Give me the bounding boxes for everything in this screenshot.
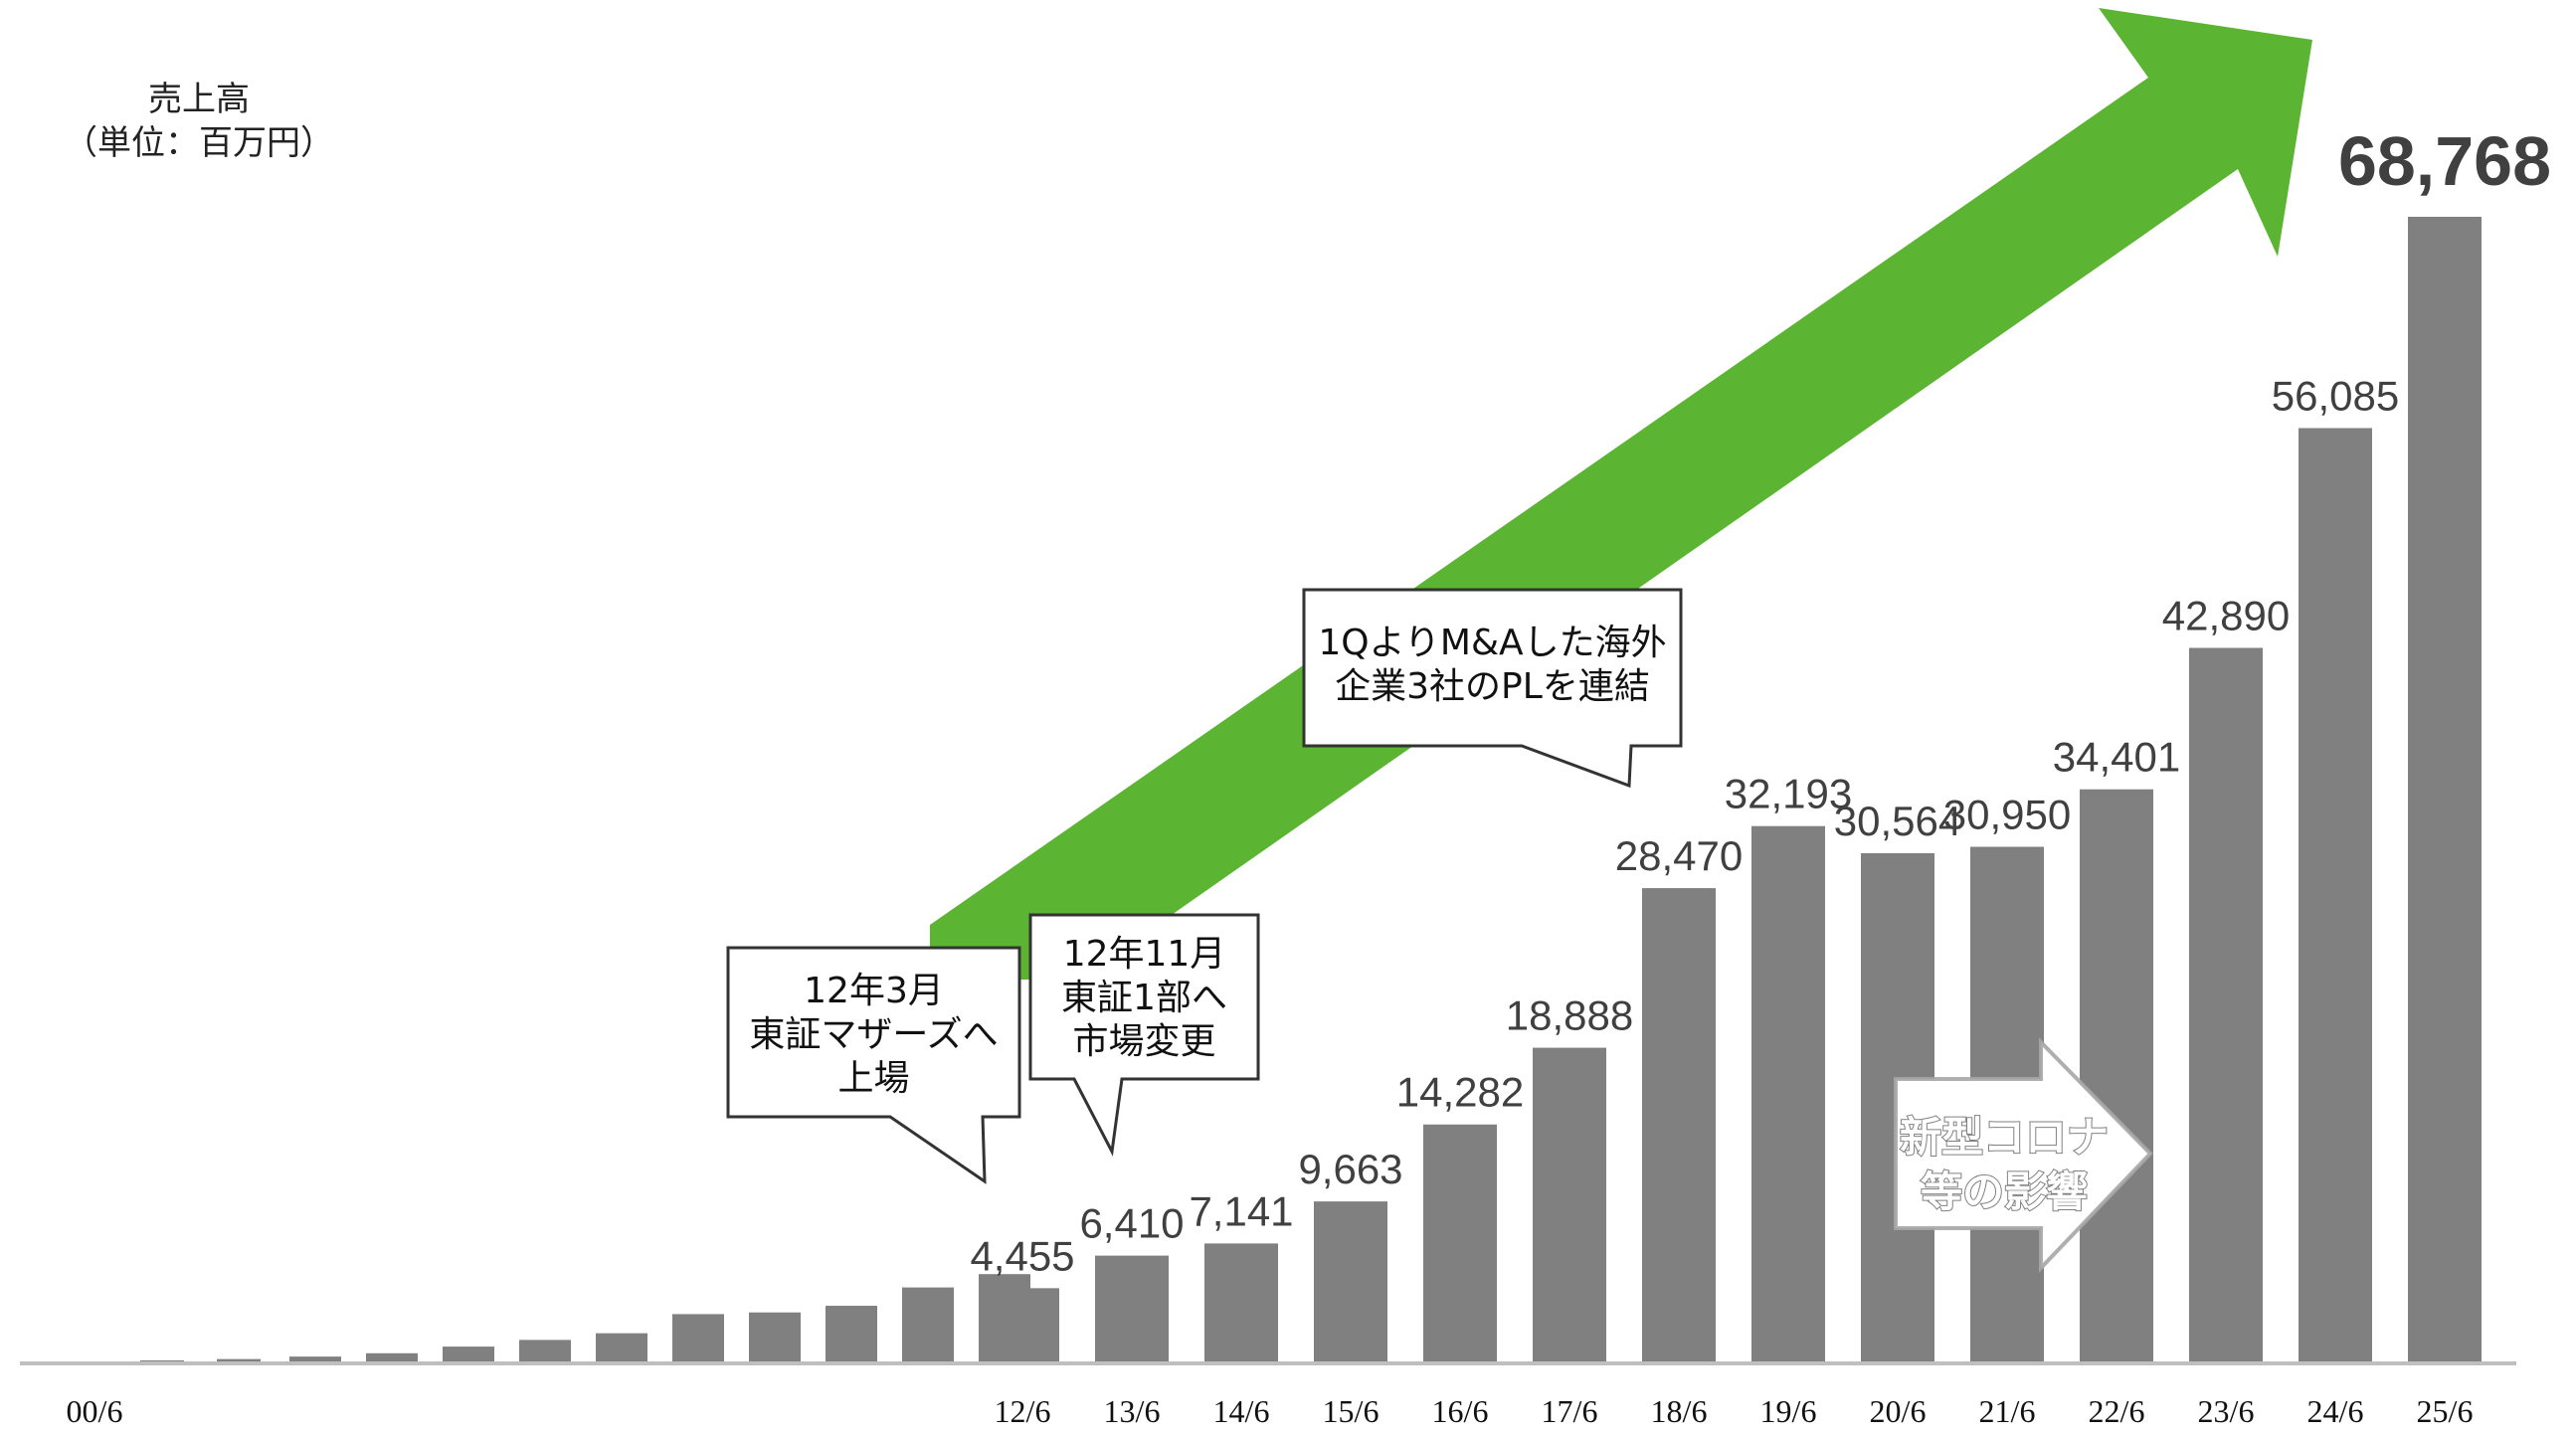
data-label: 18,888 <box>1506 992 1633 1039</box>
data-label: 30,564 <box>1834 798 1961 844</box>
x-tick-label: 15/6 <box>1323 1393 1380 1429</box>
callout-1-line1: 12年3月 <box>804 971 944 1011</box>
growth-arrow <box>930 8 2312 980</box>
bar-23-6 <box>2189 647 2263 1362</box>
x-tick-label: 25/6 <box>2417 1393 2474 1429</box>
bar-12-6 <box>986 1288 1059 1362</box>
bar-14-6 <box>1204 1243 1278 1362</box>
data-label: 6,410 <box>1079 1200 1184 1247</box>
x-tick-label: 19/6 <box>1760 1393 1817 1429</box>
callout-listing-first-section <box>1028 913 1260 1157</box>
x-tick-label: 13/6 <box>1104 1393 1161 1429</box>
x-tick-label: 00/6 <box>67 1393 123 1429</box>
bar-01-6 <box>217 1358 261 1362</box>
bar-10-6 <box>902 1287 954 1362</box>
x-tick-label: 17/6 <box>1542 1393 1598 1429</box>
data-label: 34,401 <box>2053 734 2180 781</box>
callout-1-line3: 上場 <box>837 1058 910 1099</box>
callout-1-line2: 東証マザーズへ <box>749 1014 999 1055</box>
data-label: 9,663 <box>1298 1146 1402 1192</box>
callout-listing-first-section-text: 12年11月 東証1部へ 市場変更 <box>1030 933 1258 1064</box>
unit-label-line2: （単位：百万円） <box>64 123 334 163</box>
x-tick-labels: 00/6 12/6 13/6 14/6 15/6 16/6 17/6 18/6 19/6 20/6… <box>67 1393 2474 1429</box>
callout-listing-mothers-text: 12年3月 東証マザーズへ 上場 <box>728 970 1019 1101</box>
callout-ma-consolidation-text: 1QよりM&Aした海外 企業3社のPLを連結 <box>1304 622 1681 709</box>
bars-group <box>140 217 2482 1362</box>
bar-02-6 <box>289 1356 341 1362</box>
callout-ma-consolidation <box>1302 588 1683 789</box>
bar-18-6 <box>1642 888 1716 1362</box>
unit-label: 売上高 （単位：百万円） <box>40 78 358 165</box>
x-tick-label: 12/6 <box>995 1393 1051 1429</box>
callout-listing-mothers <box>726 946 1021 1184</box>
covid-arrow-line1: 新型コロナ <box>1900 1113 2109 1162</box>
data-label: 56,085 <box>2272 372 2399 419</box>
data-label-latest: 68,768 <box>2338 122 2551 200</box>
bar-17-6 <box>1533 1047 1606 1362</box>
callout-2-line2: 東証1部へ <box>1061 978 1227 1018</box>
bar-16-6 <box>1423 1124 1497 1362</box>
data-label: 7,141 <box>1189 1187 1293 1234</box>
callout-3-line2: 企業3社のPLを連結 <box>1335 666 1650 707</box>
bar-06-6 <box>596 1333 647 1362</box>
x-tick-label: 21/6 <box>1979 1393 2036 1429</box>
bar-13-6 <box>1095 1255 1169 1362</box>
x-tick-label: 16/6 <box>1432 1393 1489 1429</box>
bar-05-6 <box>519 1340 571 1362</box>
bar-24-6 <box>2299 428 2372 1362</box>
bar-19-6 <box>1751 825 1825 1362</box>
callout-2-line1: 12年11月 <box>1062 934 1226 975</box>
data-label: 4,455 <box>970 1232 1074 1279</box>
x-tick-label: 20/6 <box>1870 1393 1927 1429</box>
covid-arrow-line2: 等の影響 <box>1921 1167 2088 1216</box>
callout-3-line1: 1QよりM&Aした海外 <box>1318 623 1667 663</box>
bar-25-6 <box>2408 217 2482 1362</box>
x-tick-label: 18/6 <box>1651 1393 1708 1429</box>
data-label: 14,282 <box>1396 1069 1524 1116</box>
x-tick-label: 22/6 <box>2089 1393 2145 1429</box>
data-label: 28,470 <box>1615 832 1743 879</box>
bar-07-6 <box>672 1314 724 1362</box>
callout-2-line3: 市場変更 <box>1072 1021 1216 1062</box>
bar-04-6 <box>443 1346 494 1362</box>
data-label: 32,193 <box>1725 771 1852 817</box>
bar-09-6 <box>826 1306 877 1362</box>
data-label: 42,890 <box>2162 593 2290 639</box>
bar-22-6 <box>2080 789 2153 1362</box>
x-tick-label: 14/6 <box>1213 1393 1270 1429</box>
covid-impact-arrow: 新型コロナ 等の影響 <box>1894 1037 2153 1273</box>
bar-08-6 <box>749 1312 801 1362</box>
x-tick-label: 24/6 <box>2307 1393 2364 1429</box>
data-label: 30,950 <box>1943 792 2071 838</box>
x-tick-label: 23/6 <box>2198 1393 2255 1429</box>
bar-03-6 <box>366 1352 418 1362</box>
unit-label-line1: 売上高 <box>148 80 250 119</box>
bar-15-6 <box>1314 1201 1387 1362</box>
